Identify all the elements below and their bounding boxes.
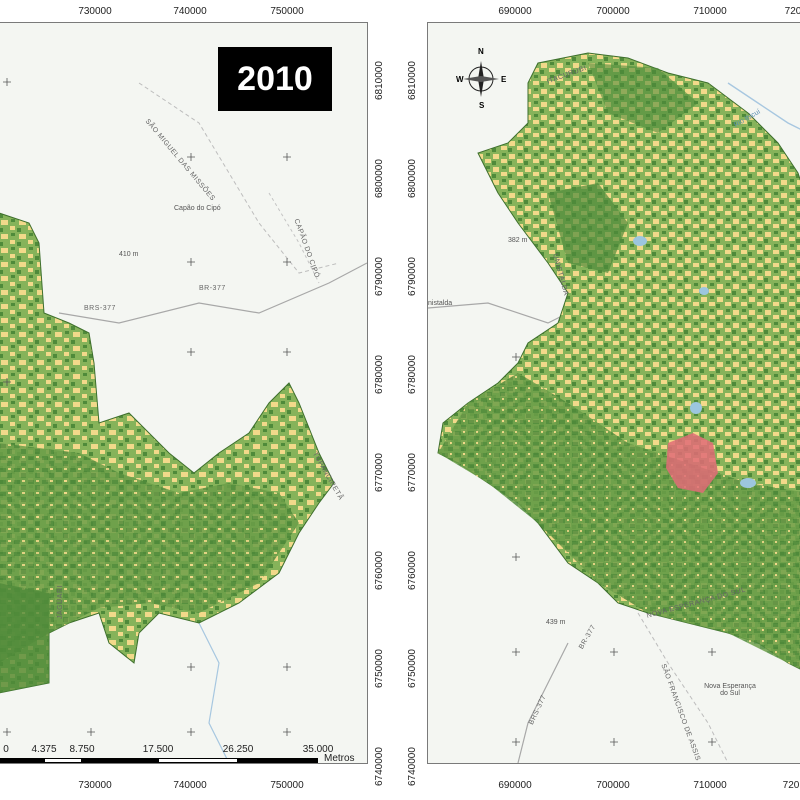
compass-e: E — [501, 75, 507, 84]
elevation-label: 439 m — [546, 619, 566, 626]
road-label: JAGUARI — [57, 585, 64, 619]
scale-segment — [82, 758, 158, 763]
right-map-frame[interactable]: ITACURUBI Rio Ibicuí 382 m UNISTALDA nis… — [427, 22, 800, 764]
forest-cover-area — [0, 443, 299, 663]
scale-label: 4.375 — [31, 744, 57, 755]
scale-segment — [238, 758, 318, 763]
scale-label: 0 — [3, 744, 9, 755]
scale-bar: 0 4.375 8.750 17.500 26.250 35.000 Metro… — [0, 744, 370, 774]
grid-crosses — [512, 353, 716, 746]
x-tick-label: 720 — [782, 780, 800, 791]
y-tick-label: 6790000 — [374, 257, 385, 296]
y-tick-label: 6780000 — [374, 355, 385, 394]
water-body — [699, 287, 709, 295]
y-tick-label: 6760000 — [374, 551, 385, 590]
y-tick-label: 6770000 — [407, 453, 418, 492]
x-tick-label: 710000 — [693, 780, 727, 791]
scale-unit: Metros — [324, 753, 355, 764]
scale-label: 8.750 — [69, 744, 95, 755]
river-line — [198, 622, 230, 763]
forest-cover-area — [588, 63, 698, 133]
grid-crosses — [3, 78, 291, 736]
road-label: BRS-377 — [84, 305, 116, 312]
municipal-boundary-line — [138, 82, 340, 274]
place-label: Capão do Cipó — [174, 205, 221, 212]
river-line — [727, 82, 800, 130]
x-tick-label: 720 — [784, 6, 800, 17]
scale-label: 17.500 — [142, 744, 174, 755]
y-tick-label: 6810000 — [407, 61, 418, 100]
forest-cover-area — [0, 583, 49, 693]
y-tick-label: 6780000 — [407, 355, 418, 394]
y-tick-label: 6800000 — [374, 159, 385, 198]
x-tick-label: 750000 — [270, 6, 304, 17]
x-tick-label: 730000 — [78, 780, 112, 791]
urban-area — [666, 433, 718, 493]
y-tick-label: 6790000 — [407, 257, 418, 296]
x-tick-label: 710000 — [693, 6, 727, 17]
municipal-boundary-line — [268, 192, 320, 284]
scale-segment — [0, 758, 44, 763]
y-tick-label: 6740000 — [407, 747, 418, 786]
x-tick-label: 750000 — [270, 780, 304, 791]
municipal-boundary-line — [637, 612, 729, 763]
compass-w: W — [456, 75, 464, 84]
y-tick-label: 6750000 — [407, 649, 418, 688]
right-map-canvas — [428, 52, 800, 763]
water-body — [633, 236, 647, 246]
y-tick-label: 6760000 — [407, 551, 418, 590]
scale-label: 35.000 — [302, 744, 334, 755]
scale-label: 26.250 — [222, 744, 254, 755]
year-badge: 2010 — [218, 47, 332, 111]
forest-cover-area — [548, 183, 628, 273]
y-tick-label: 6810000 — [374, 61, 385, 100]
water-body — [690, 402, 702, 414]
x-tick-label: 740000 — [173, 780, 207, 791]
elevation-label: 410 m — [119, 251, 139, 258]
place-label: nistalda — [428, 300, 453, 307]
x-tick-label: 740000 — [173, 6, 207, 17]
right-map-panel: 690000 700000 710000 720 6810000 6800000… — [405, 0, 800, 800]
compass-icon — [463, 61, 499, 97]
road-label: BR-377 — [199, 285, 226, 292]
y-tick-label: 6770000 — [374, 453, 385, 492]
left-map-frame[interactable]: SÃO MIGUEL DAS MISSÕES CAPÃO DO CIPÓ Cap… — [0, 22, 368, 764]
scale-segment — [44, 758, 82, 763]
compass-rose: N S W E — [456, 47, 507, 110]
forest-cover-area — [438, 373, 800, 669]
y-tick-label: 6750000 — [374, 649, 385, 688]
scale-segment — [158, 758, 238, 763]
left-map-canvas — [0, 78, 367, 763]
y-tick-label: 6740000 — [374, 747, 385, 786]
x-tick-label: 700000 — [596, 6, 630, 17]
place-label: Nova Esperança do Sul — [704, 683, 756, 697]
y-tick-label: 6800000 — [407, 159, 418, 198]
left-map-panel: 730000 740000 750000 — [0, 0, 395, 800]
highway-line — [58, 262, 367, 324]
x-tick-label: 730000 — [78, 6, 112, 17]
x-tick-label: 690000 — [498, 780, 532, 791]
x-tick-label: 690000 — [498, 6, 532, 17]
highway-line — [517, 642, 569, 763]
elevation-label: 382 m — [508, 237, 528, 244]
x-tick-label: 700000 — [596, 780, 630, 791]
compass-s: S — [479, 101, 485, 110]
compass-n: N — [478, 47, 484, 56]
water-body — [740, 478, 756, 488]
